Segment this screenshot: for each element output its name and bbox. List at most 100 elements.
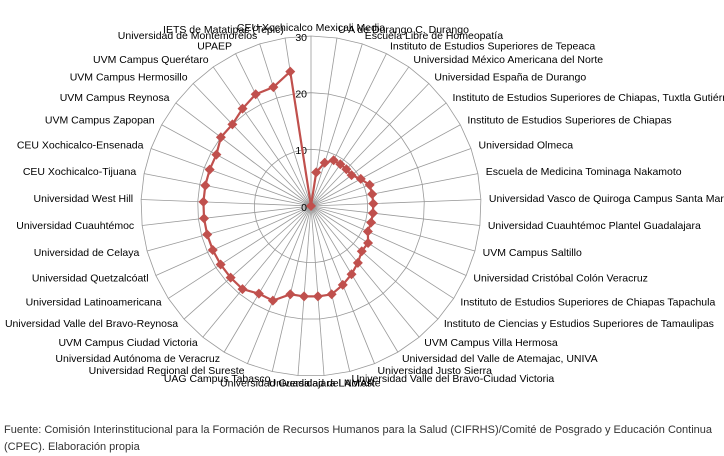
spoke bbox=[310, 102, 447, 207]
marker bbox=[326, 289, 337, 300]
grid-ring bbox=[197, 92, 425, 320]
marker bbox=[367, 208, 378, 219]
spoke bbox=[310, 205, 467, 276]
spoke bbox=[310, 205, 351, 372]
category-label: U A de Durango C. Durango bbox=[338, 24, 469, 36]
category-label: UVM Campus Hermosillo bbox=[70, 72, 188, 84]
spoke bbox=[202, 205, 312, 338]
category-label: UVM Campus Querétaro bbox=[93, 54, 209, 66]
spoke bbox=[310, 205, 399, 353]
marker bbox=[253, 288, 264, 299]
category-label: Universidad Justo Sierra bbox=[378, 365, 493, 377]
marker bbox=[211, 149, 222, 160]
category-label: Universidad Guadalajara LAMAR bbox=[220, 377, 375, 389]
category-label: Universidad del Valle de Atemajac, UNIVA bbox=[402, 353, 598, 365]
marker bbox=[250, 89, 261, 100]
category-label: Universidad España de Durango bbox=[434, 72, 586, 84]
category-label: Instituto de Estudios Superiores de Chia… bbox=[453, 92, 724, 104]
spoke bbox=[310, 53, 387, 207]
spoke bbox=[310, 205, 480, 226]
spoke bbox=[271, 205, 312, 372]
marker bbox=[366, 217, 377, 228]
marker bbox=[306, 201, 316, 211]
spoke bbox=[235, 53, 312, 207]
category-label: Universidad Autónoma de Veracruz bbox=[55, 353, 220, 365]
source-note: Fuente: Comisión Interinstitucional para… bbox=[4, 424, 713, 453]
marker bbox=[364, 179, 375, 190]
category-label: Universidad Quetzalcóatl bbox=[32, 273, 149, 285]
category-label: UVM Campus Zapopan bbox=[45, 115, 155, 127]
category-label: Universidad Regional del Sureste bbox=[89, 365, 245, 377]
category-label: Universidad de Montemorelos bbox=[118, 30, 257, 42]
category-label: Universidad Cristóbal Colón Veracruz bbox=[473, 273, 648, 285]
category-label: Instituto de Estudios Superiores de Tepe… bbox=[390, 40, 595, 52]
category-label: Instituto de Ciencias y Estudios Superio… bbox=[444, 318, 714, 330]
marker bbox=[328, 155, 339, 166]
spoke bbox=[183, 205, 312, 320]
spoke bbox=[146, 205, 312, 252]
spoke bbox=[310, 205, 439, 320]
spoke bbox=[192, 83, 312, 207]
spoke bbox=[310, 66, 410, 207]
marker bbox=[335, 159, 346, 170]
marker bbox=[267, 295, 278, 306]
category-label: Instituto de Estudios Superiores de Chia… bbox=[460, 297, 715, 309]
spoke bbox=[310, 124, 461, 207]
category-label: Universidad Olmeca bbox=[479, 140, 574, 152]
spoke bbox=[155, 205, 312, 276]
marker bbox=[215, 132, 226, 143]
spoke bbox=[310, 205, 420, 338]
r-tick-label: 30 bbox=[295, 32, 307, 44]
spoke bbox=[175, 102, 312, 207]
category-label: Universidad de Celaya bbox=[34, 247, 140, 259]
spoke bbox=[310, 205, 454, 299]
r-tick-label: 0 bbox=[301, 202, 307, 214]
r-tick-label: 20 bbox=[295, 88, 307, 100]
marker bbox=[237, 103, 248, 114]
marker bbox=[312, 291, 323, 302]
category-label: Escuela Libre de Homeopatía bbox=[365, 30, 503, 42]
category-label: Universidad Valle del Bravo-Ciudad Victo… bbox=[352, 373, 555, 385]
marker bbox=[237, 284, 248, 295]
spoke bbox=[223, 205, 312, 353]
spoke bbox=[310, 173, 478, 207]
marker bbox=[227, 119, 238, 130]
marker bbox=[341, 164, 352, 175]
marker bbox=[299, 291, 310, 302]
category-label: UVM Campus Ciudad Victoria bbox=[58, 337, 197, 349]
category-label: Universidad México Americana del Norte bbox=[413, 54, 603, 66]
marker bbox=[319, 157, 330, 168]
category-label: CEU Xochicalco-Tijuana bbox=[23, 166, 137, 178]
marker bbox=[285, 289, 296, 300]
marker bbox=[352, 257, 363, 268]
category-label: UPAEP bbox=[197, 40, 232, 52]
spoke bbox=[168, 205, 312, 299]
spoke bbox=[144, 173, 312, 207]
marker bbox=[207, 245, 218, 256]
marker bbox=[356, 246, 367, 257]
marker bbox=[200, 180, 211, 191]
category-label: CEU Xochicalco-Ensenada bbox=[17, 140, 144, 152]
category-label: UAG Campus Tabasco bbox=[164, 373, 271, 385]
marker bbox=[337, 279, 348, 290]
marker bbox=[362, 226, 373, 237]
marker bbox=[355, 173, 366, 184]
category-label: UVM Campus Saltillo bbox=[483, 247, 582, 259]
marker bbox=[202, 229, 213, 240]
category-label: Universidad Vasco de Quiroga Campus Sant… bbox=[489, 193, 724, 205]
marker bbox=[204, 164, 215, 175]
marker bbox=[199, 213, 210, 224]
category-label: Universidad West Hill bbox=[34, 193, 134, 205]
spoke bbox=[247, 205, 312, 364]
marker bbox=[368, 198, 379, 209]
spoke bbox=[310, 205, 476, 252]
r-tick-label: 10 bbox=[295, 145, 307, 157]
spoke bbox=[150, 148, 312, 207]
spoke bbox=[310, 199, 481, 207]
marker bbox=[268, 82, 279, 93]
spoke bbox=[310, 148, 472, 207]
marker bbox=[215, 259, 226, 270]
grid-ring bbox=[140, 35, 482, 376]
category-label: Universidad del Noreste bbox=[269, 377, 381, 389]
category-label: Universidad Cuauhtémoc Plantel Guadalaja… bbox=[488, 220, 701, 232]
